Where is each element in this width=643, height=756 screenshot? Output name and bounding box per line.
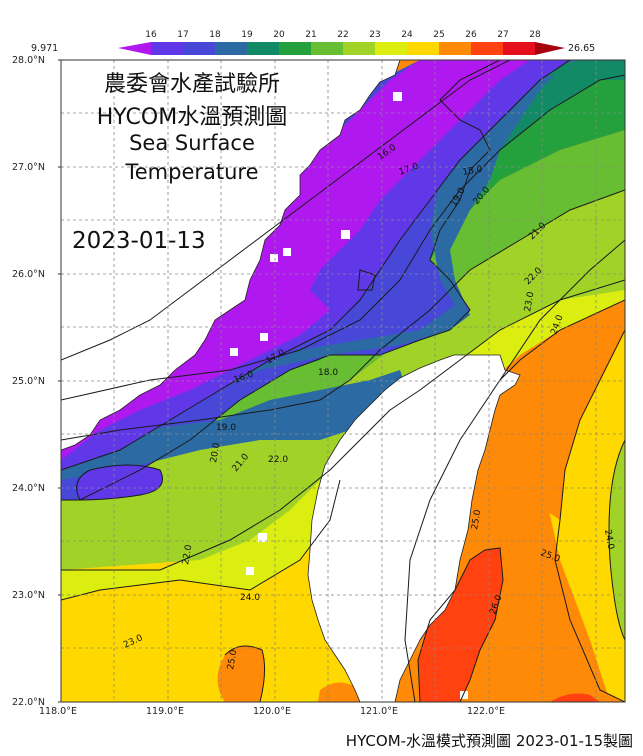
contour-label: 22.0 bbox=[181, 544, 194, 566]
title-english-2: Temperature bbox=[125, 160, 259, 184]
y-axis-label: 25.0°N bbox=[12, 376, 46, 387]
contour-label: 24.0 bbox=[602, 529, 615, 551]
y-axis-label: 22.0°N bbox=[12, 697, 46, 708]
contour-label: 18.0 bbox=[462, 165, 484, 178]
y-axis-label: 28.0°N bbox=[12, 55, 46, 66]
contour-label: 25.0 bbox=[470, 509, 483, 531]
contour-label: 24.0 bbox=[240, 593, 260, 603]
y-axis-label: 23.0°N bbox=[12, 590, 46, 601]
colorbar-max-label: 26.65 bbox=[568, 43, 596, 54]
colorbar-tick: 25 bbox=[433, 30, 445, 40]
colorbar-tick: 27 bbox=[497, 30, 509, 40]
colorbar-tick: 24 bbox=[401, 30, 413, 40]
x-axis-label: 121.0°E bbox=[360, 706, 398, 717]
colorbar-tick: 28 bbox=[529, 30, 541, 40]
contour-label: 22.0 bbox=[268, 455, 288, 465]
colorbar-tick: 23 bbox=[369, 30, 381, 40]
colorbar-tick: 18 bbox=[209, 30, 221, 40]
colorbar-tick: 22 bbox=[337, 30, 349, 40]
sst-map: 16.0 17.0 18.0 19.0 20.0 21.0 22.0 23.0 … bbox=[58, 59, 626, 703]
y-axis-label: 27.0°N bbox=[12, 162, 46, 173]
contour-label: 25.0 bbox=[226, 649, 239, 671]
x-axis-label: 119.0°E bbox=[146, 706, 184, 717]
y-axis-label: 26.0°N bbox=[12, 269, 46, 280]
contour-label: 20.0 bbox=[209, 442, 222, 464]
contour-label: 19.0 bbox=[216, 423, 236, 433]
colorbar-bar bbox=[118, 42, 565, 55]
x-axis-label: 120.0°E bbox=[253, 706, 291, 717]
colorbar-tick: 20 bbox=[273, 30, 285, 40]
title-english-1: Sea Surface bbox=[129, 131, 255, 155]
colorbar-tick: 19 bbox=[241, 30, 253, 40]
colorbar-min-label: 9.971 bbox=[31, 43, 59, 54]
contour-label: 18.0 bbox=[318, 368, 338, 378]
x-axis-label: 122.0°E bbox=[467, 706, 505, 717]
footer-caption: HYCOM-水溫模式預測圖 2023-01-15製圖 bbox=[345, 732, 633, 750]
title-product: HYCOM水溫預測圖 bbox=[96, 105, 288, 130]
colorbar-tick: 17 bbox=[177, 30, 189, 40]
forecast-date: 2023-01-13 bbox=[72, 228, 206, 254]
y-axis-label: 24.0°N bbox=[12, 483, 46, 494]
colorbar-tick: 21 bbox=[305, 30, 317, 40]
colorbar-tick: 26 bbox=[465, 30, 477, 40]
title-agency: 農委會水產試驗所 bbox=[103, 72, 280, 97]
contour-label: 23.0 bbox=[523, 291, 536, 313]
colorbar-tick: 16 bbox=[145, 30, 157, 40]
x-axis-label: 118.0°E bbox=[39, 706, 77, 717]
